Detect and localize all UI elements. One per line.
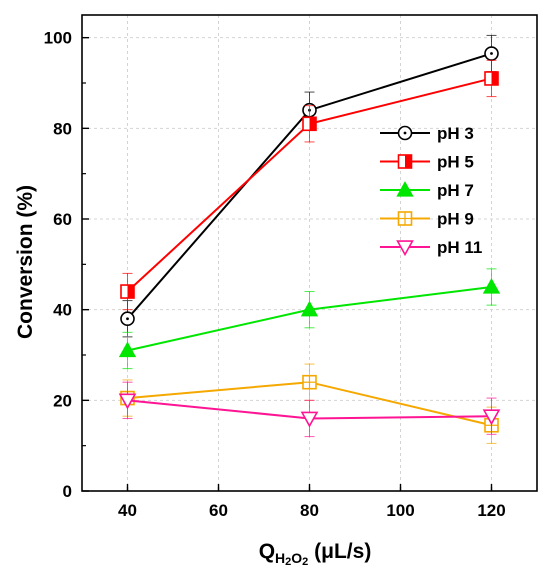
legend-marker xyxy=(396,181,414,197)
y-tick-label: 100 xyxy=(44,29,72,48)
legend-entry: pH 11 xyxy=(380,238,482,257)
marker-outline xyxy=(300,300,319,317)
legend-entry: pH 9 xyxy=(380,210,474,229)
y-axis-title: Conversion (%) xyxy=(14,185,37,339)
x-tick-label: 80 xyxy=(300,501,319,520)
marker-outline xyxy=(482,409,501,426)
data-point xyxy=(120,284,135,299)
marker-outline xyxy=(118,393,137,410)
marker-outline xyxy=(300,411,319,428)
series-ph-5 xyxy=(120,59,499,311)
marker-fill-half xyxy=(491,71,498,85)
marker-outline xyxy=(396,181,414,197)
axes-layer: 40 60 80 100 120 0 20 40 60 80 100 xyxy=(44,14,538,520)
x-tick-label: 60 xyxy=(209,501,228,520)
x-tick-label: 120 xyxy=(477,501,505,520)
legend-label: pH 9 xyxy=(437,210,474,229)
data-point xyxy=(120,311,135,327)
legend-marker xyxy=(397,125,413,141)
data-point xyxy=(300,300,319,317)
marker-dot xyxy=(126,317,129,321)
legend-marker xyxy=(396,240,414,257)
legend-marker xyxy=(397,154,413,169)
marker-fill-half xyxy=(127,285,134,299)
y-tick-label: 80 xyxy=(53,119,72,138)
marker-fill-half xyxy=(309,117,316,131)
series-ph-7 xyxy=(118,268,501,370)
marker-dot xyxy=(490,52,493,55)
legend-label: pH 7 xyxy=(437,181,474,200)
legend-label: pH 11 xyxy=(437,238,482,257)
data-point xyxy=(484,71,499,86)
series-ph-11 xyxy=(118,381,501,438)
legend: pH 3 pH 5 pH 7 pH 9 pH 11 xyxy=(380,124,482,257)
data-point xyxy=(482,409,501,426)
legend-entry: pH 3 xyxy=(380,124,474,143)
data-point xyxy=(482,278,501,294)
data-point xyxy=(302,116,317,132)
x-tick-label: 40 xyxy=(118,501,137,520)
marker-dot xyxy=(403,131,407,135)
y-tick-label: 20 xyxy=(53,391,72,410)
data-point xyxy=(484,46,499,61)
series-layer xyxy=(118,34,501,444)
legend-entry: pH 7 xyxy=(380,181,474,200)
marker-outline xyxy=(482,278,501,294)
data-point xyxy=(302,374,317,390)
data-point xyxy=(118,341,137,358)
legend-marker xyxy=(397,211,413,226)
x-axis-title: QH2O2 (μL/s) xyxy=(259,540,372,568)
y-tick-label: 40 xyxy=(53,301,72,320)
legend-label: pH 5 xyxy=(437,153,474,172)
legend-entry: pH 5 xyxy=(380,153,474,172)
marker-outline xyxy=(396,240,414,257)
y-tick-label: 60 xyxy=(53,210,72,229)
legend-label: pH 3 xyxy=(437,124,474,143)
data-point xyxy=(118,393,137,410)
y-tick-label: 0 xyxy=(63,482,72,501)
data-point xyxy=(300,411,319,428)
marker-outline xyxy=(118,341,137,358)
x-tick-label: 100 xyxy=(386,501,414,520)
marker-fill-half xyxy=(405,155,412,168)
